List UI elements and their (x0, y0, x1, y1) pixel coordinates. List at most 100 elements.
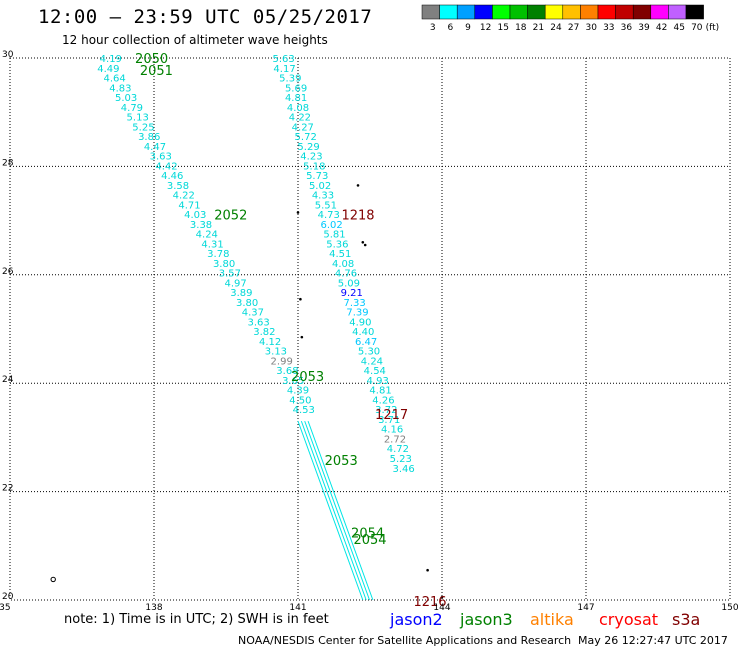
x-tick-label: 141 (289, 603, 306, 613)
x-tick-label: 147 (577, 603, 594, 613)
x-tick-label: 144 (433, 603, 450, 613)
swh-value-label: 4.53 (293, 405, 315, 416)
island-speck (363, 243, 367, 247)
footnote: note: 1) Time is in UTC; 2) SWH is in fe… (64, 612, 329, 627)
chart-subtitle: 12 hour collection of altimeter wave hei… (62, 33, 328, 47)
y-tick-label: 24 (2, 375, 14, 385)
swh-value-label: 4.27 (292, 122, 314, 133)
swh-value-label: 4.19 (100, 54, 122, 65)
pass-label: 2052 (214, 209, 247, 224)
swh-value-label: 4.93 (367, 376, 389, 387)
track-line (300, 420, 367, 601)
swh-value-label: 4.08 (332, 259, 354, 270)
swh-value-label: 4.51 (329, 249, 351, 260)
swh-value-label: 4.47 (144, 142, 166, 153)
color-scale-swatch (492, 4, 511, 20)
pass-label: 1218 (341, 209, 374, 224)
swh-value-label: 4.08 (287, 103, 309, 114)
pass-label: 1217 (375, 408, 408, 423)
color-scale-swatch (668, 4, 687, 20)
color-scale-swatch (456, 4, 476, 20)
swh-value-label: 3.78 (207, 249, 229, 260)
swh-value-label: 4.50 (289, 395, 311, 406)
swh-value-label: 4.26 (372, 395, 394, 406)
swh-value-label: 6.02 (320, 220, 342, 231)
y-tick-label: 30 (2, 50, 14, 60)
island-speck (300, 335, 304, 339)
pass-label: 2051 (140, 64, 173, 79)
y-tick-label: 26 (2, 267, 14, 277)
satellite-s3a: s3a (672, 610, 701, 629)
swh-value-label: 4.71 (178, 200, 200, 211)
color-scale-label: 30 (585, 23, 597, 33)
x-tick-label: 138 (145, 603, 162, 613)
track-line (297, 420, 364, 601)
swh-value-label: 3.82 (253, 327, 275, 338)
swh-value-label: 4.12 (259, 337, 281, 348)
color-scale-label: 45 (673, 23, 684, 33)
swh-value-label: 5.30 (358, 347, 380, 358)
swh-value-label: 3.68 (276, 366, 298, 377)
color-scale-swatch (650, 4, 669, 20)
x-tick-label: 150 (721, 603, 738, 613)
swh-value-label: 4.81 (369, 386, 391, 397)
swh-value-label: 4.39 (287, 386, 309, 397)
swh-value-label: 5.81 (323, 230, 345, 241)
swh-value-label: 6.47 (355, 337, 377, 348)
color-scale-label: 42 (656, 23, 667, 33)
altimeter-tracks: 4.194.494.644.835.034.795.135.253.864.47… (97, 54, 415, 601)
swh-value-label: 4.46 (161, 171, 183, 182)
swh-value-label: 4.79 (121, 103, 143, 114)
color-scale-label: 39 (638, 23, 650, 33)
swh-value-label: 5.23 (390, 454, 412, 465)
swh-value-label: 2.99 (271, 356, 293, 367)
pass-label: 2050 (135, 52, 168, 67)
swh-value-label: 3.63 (150, 152, 172, 163)
swh-value-label: 4.49 (97, 64, 119, 75)
color-scale-swatch (509, 4, 528, 20)
satellite-jason2: jason2 (390, 610, 443, 629)
swh-value-label: 4.24 (361, 356, 383, 367)
swh-value-label: 4.24 (196, 230, 218, 241)
track-line (307, 420, 374, 601)
island-speck (299, 297, 302, 301)
island-outline (50, 576, 56, 583)
island-speck (440, 595, 444, 599)
swh-value-label: 4.90 (349, 317, 371, 328)
color-scale-label: 18 (515, 23, 527, 33)
swh-value-label: 3.80 (213, 259, 235, 270)
color-scale-label: 21 (533, 23, 544, 33)
swh-value-label: 4.33 (312, 191, 334, 202)
swh-value-label: 4.40 (352, 327, 374, 338)
swh-value-label: 5.29 (297, 142, 319, 153)
y-tick-label: 28 (2, 158, 14, 168)
pass-label: 2053 (325, 454, 358, 469)
swh-value-label: 3.13 (265, 347, 287, 358)
color-scale-swatch (544, 4, 564, 20)
swh-value-label: 4.37 (242, 308, 264, 319)
swh-value-label: 5.39 (279, 74, 301, 85)
swh-value-label: 9.21 (341, 288, 363, 299)
pass-label: 2053 (291, 370, 324, 385)
chart-title: 12:00 – 23:59 UTC 05/25/2017 (38, 6, 373, 28)
color-scale-swatch (562, 4, 581, 20)
swh-value-label: 3.71 (378, 415, 400, 426)
color-scale-label: 70 (691, 23, 703, 33)
swh-value-label: 4.81 (285, 93, 307, 104)
color-scale-label: 15 (497, 23, 508, 33)
color-scale-label: 33 (603, 23, 614, 33)
swh-value-label: 5.51 (315, 200, 337, 211)
swh-value-label: 5.02 (309, 181, 331, 192)
swh-value-label: 3.38 (190, 220, 212, 231)
swh-value-label: 4.31 (201, 239, 223, 250)
color-scale-legend: 3 6 9 12 15 18 21 24 27 30 33 36 39 42 45 70 (ft) (421, 4, 719, 33)
swh-value-label: 4.23 (300, 152, 322, 163)
swh-value-label: 4.76 (335, 269, 357, 280)
grid-lines (9, 57, 731, 601)
color-scale-swatch (685, 4, 704, 20)
swh-value-label: 4.54 (364, 366, 386, 377)
swh-value-label: 4.72 (387, 444, 409, 455)
color-scale-swatch (632, 4, 652, 20)
swh-value-label: 4.42 (155, 161, 177, 172)
